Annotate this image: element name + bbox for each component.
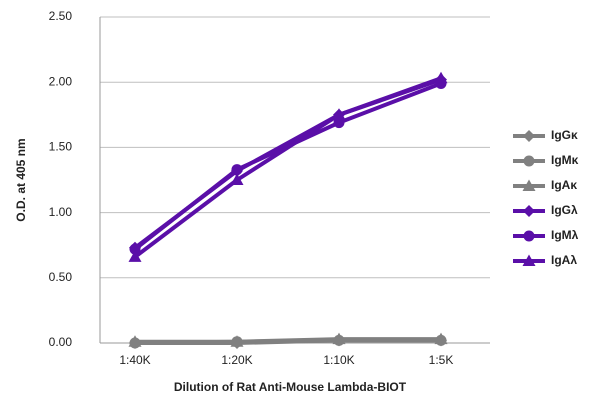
legend-label: IgMλ — [551, 228, 579, 242]
legend-label: IgGλ — [551, 203, 578, 217]
data-point — [128, 250, 142, 262]
series-line — [133, 76, 442, 259]
data-point — [332, 108, 346, 120]
y-tick-label: 0.50 — [49, 270, 73, 284]
legend-label: IgMκ — [551, 153, 579, 167]
y-tick-label: 2.00 — [49, 74, 73, 88]
x-tick-label: 1:40K — [119, 353, 150, 367]
legend-label: IgGκ — [551, 128, 578, 142]
data-point — [333, 117, 345, 129]
y-tick-label: 2.50 — [49, 9, 73, 23]
x-tick-label: 1:5K — [429, 353, 454, 367]
legend-marker — [522, 179, 536, 191]
data-point — [434, 71, 448, 84]
legend-marker — [522, 254, 536, 266]
legend-marker — [523, 130, 535, 142]
data-point — [434, 332, 448, 345]
legend-label: IgAκ — [551, 178, 577, 192]
y-tick-label: 0.00 — [49, 335, 73, 349]
data-point — [231, 164, 243, 176]
data-point — [230, 173, 244, 185]
y-axis-title: O.D. at 405 nm — [14, 138, 28, 221]
data-point — [128, 335, 142, 347]
data-point — [332, 332, 346, 345]
legend-marker — [523, 205, 535, 217]
x-tick-label: 1:10K — [323, 353, 354, 367]
legend-marker — [523, 155, 535, 167]
legend-marker — [523, 230, 535, 242]
data-point — [230, 335, 244, 347]
x-axis-title: Dilution of Rat Anti-Mouse Lambda-BIOT — [174, 380, 407, 394]
legend-label: IgAλ — [551, 253, 577, 267]
y-tick-label: 1.00 — [49, 205, 73, 219]
data-point — [129, 243, 141, 255]
y-tick-label: 1.50 — [49, 140, 73, 154]
series-line — [135, 337, 441, 344]
x-tick-label: 1:20K — [221, 353, 252, 367]
